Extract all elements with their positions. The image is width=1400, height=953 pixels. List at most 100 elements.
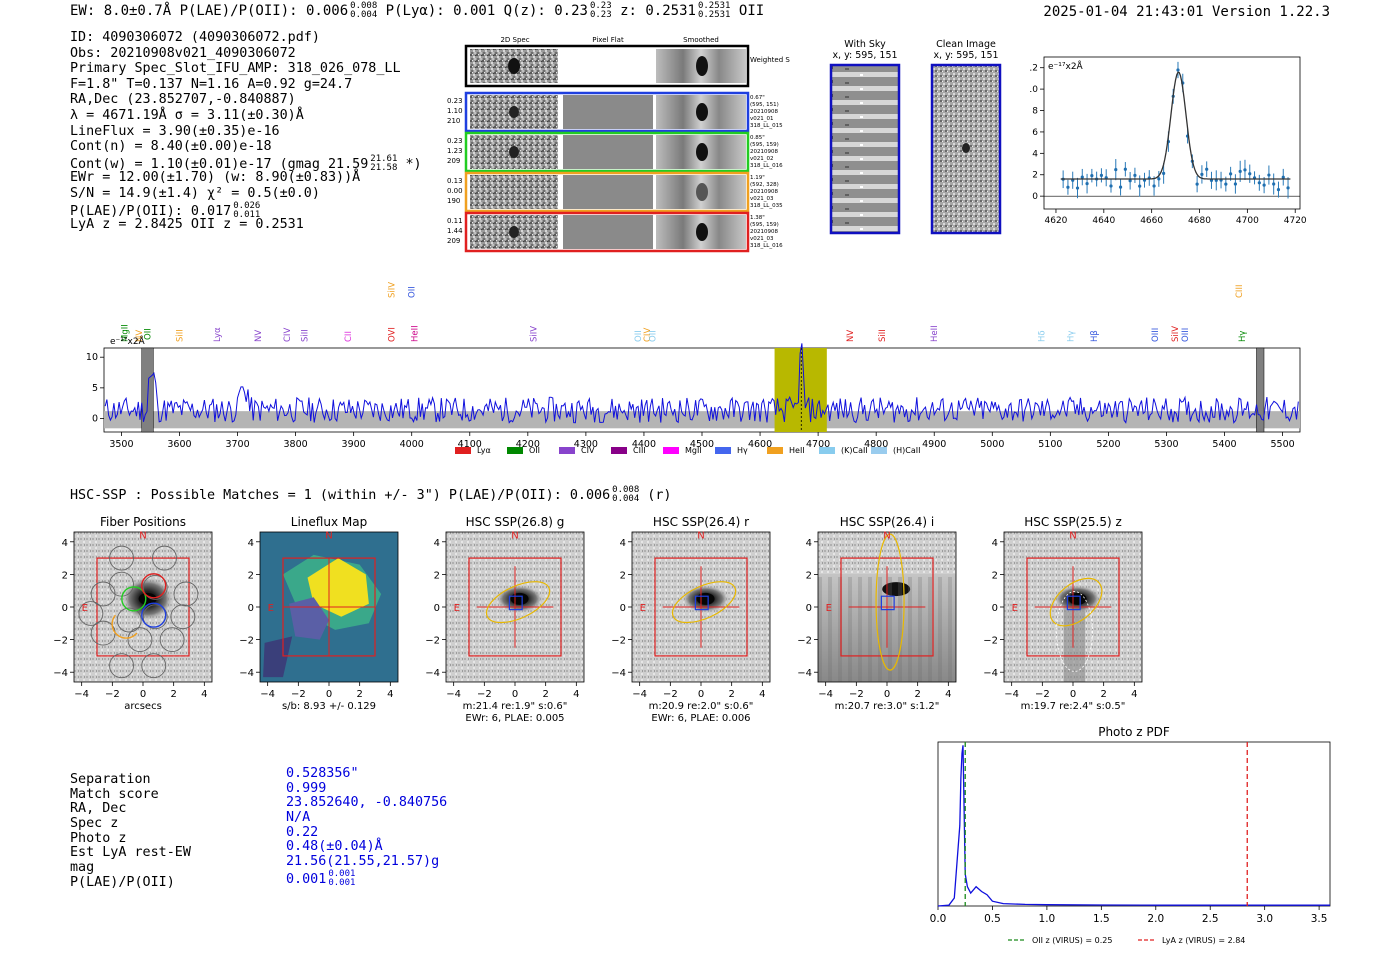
spectral-line-name: NV bbox=[254, 330, 264, 342]
spectral-line-name: OII bbox=[144, 328, 154, 340]
spectral-line-label: OIII bbox=[1181, 328, 1191, 342]
image-streak bbox=[908, 577, 912, 682]
spectrum-x-tick-label: 5300 bbox=[1154, 439, 1178, 450]
plae-lo: 0.011 bbox=[233, 209, 261, 220]
zoom-gaussian-fit bbox=[1060, 71, 1291, 180]
hsc-y-tick-label: 4 bbox=[806, 538, 812, 549]
plae-lo: 0.004 bbox=[350, 10, 378, 20]
image-streak bbox=[878, 577, 882, 682]
zoom-data-point bbox=[1262, 183, 1266, 187]
legend-label: Lyα bbox=[477, 446, 491, 455]
hsc-plae-hi: 0.008 bbox=[612, 485, 640, 495]
hsc-x-tick-label: 0 bbox=[512, 689, 518, 700]
legend-swatch bbox=[767, 447, 783, 454]
hsc-x-tick-label: 2 bbox=[1100, 689, 1106, 700]
image-streak bbox=[928, 577, 932, 682]
param-line: LyA z = 2.8425 OII z = 0.2531 bbox=[70, 217, 304, 233]
cutout-row-info: v021_01 bbox=[750, 116, 774, 122]
north-label: N bbox=[325, 531, 332, 542]
spectral-line-label: HeII bbox=[411, 325, 421, 342]
source-spot bbox=[509, 146, 519, 158]
hsc-y-tick-label: −2 bbox=[425, 636, 440, 647]
contw-end: *) bbox=[397, 156, 422, 172]
zoom-x-tick-label: 4620 bbox=[1045, 216, 1068, 226]
spectrum-x-tick-label: 4700 bbox=[806, 439, 830, 450]
hsc-x-tick-label: −2 bbox=[663, 689, 678, 700]
spectral-line-label: CII bbox=[344, 331, 354, 342]
spectrum-x-tick-label: 3900 bbox=[342, 439, 366, 450]
fit-ellipse-secondary bbox=[1056, 591, 1093, 672]
match-label: mag bbox=[70, 860, 95, 876]
hsc-plae-lo: 0.004 bbox=[612, 494, 640, 504]
hsc-y-tick-label: 2 bbox=[806, 570, 812, 581]
hsc-x-tick-label: 4 bbox=[387, 689, 393, 700]
col-title-smoothed: Smoothed bbox=[683, 36, 719, 44]
cutout-row-info: 20210908 bbox=[750, 149, 778, 155]
spectral-line-name: MgII bbox=[120, 324, 130, 342]
hsc-panel-groups: Fiber Positions N E −4 −4 −2 −2 0 0 2 2 4 4 arcsecs Li… bbox=[53, 515, 1143, 724]
image-streak bbox=[938, 577, 942, 682]
zoom-data-point bbox=[1238, 169, 1242, 173]
summary-text: EW: 8.0±0.7Å P(LAE)/P(OII): 0.006 bbox=[70, 3, 349, 19]
cutout-row-info: 318_LL_016 bbox=[750, 163, 783, 169]
cutout-row-stat: 1.10 bbox=[447, 107, 463, 115]
spectral-line-label: OII bbox=[144, 328, 154, 340]
zoom-data-point bbox=[1248, 172, 1252, 176]
zoom-data-point bbox=[1243, 168, 1247, 172]
fiber-circle bbox=[141, 653, 167, 679]
spectral-line-name: Lyα bbox=[213, 327, 223, 342]
legend-label: MgII bbox=[685, 446, 702, 455]
param-line: LineFlux = 3.90(±0.35)e-16 bbox=[70, 123, 280, 139]
zoom-data-point bbox=[1066, 185, 1070, 189]
fit-ellipse bbox=[1049, 577, 1103, 627]
zoom-data-point bbox=[1109, 184, 1113, 188]
fiber-circle-green bbox=[121, 586, 147, 612]
fiber-circle bbox=[127, 627, 153, 653]
galaxy-core bbox=[138, 592, 157, 605]
spectrum-x-tick-label: 4200 bbox=[516, 439, 540, 450]
zoom-data-point bbox=[1114, 168, 1118, 172]
match-label: Spec z bbox=[70, 816, 119, 832]
legend-label: (H)CaII bbox=[893, 446, 920, 455]
fiber-circle bbox=[109, 545, 134, 571]
cutout-row-stat: 1.23 bbox=[447, 147, 463, 155]
hsc-panel: HSC SSP(26.8) g N E −4 −4 −2 −2 0 0 2 2 4 4 m:21.4 re… bbox=[425, 515, 585, 724]
legend-label: CIII bbox=[633, 446, 646, 455]
hsc-y-tick-label: 4 bbox=[62, 538, 68, 549]
match-labels: Separation Match score RA, Dec Spec z Ph… bbox=[70, 772, 191, 891]
spectral-line-name: OII bbox=[634, 330, 644, 342]
spectral-line-name: Hγ bbox=[1238, 331, 1248, 342]
hsc-x-tick-label: 4 bbox=[759, 689, 765, 700]
spectral-line-label: OIII bbox=[1151, 328, 1161, 342]
hsc-y-tick-label: 0 bbox=[806, 603, 812, 614]
photz-axes: 0.0 0.5 1.0 1.5 2.0 2.5 3.0 3.5 bbox=[930, 906, 1327, 925]
spectral-line-label: HeII bbox=[930, 325, 940, 342]
plae-hi: 0.008 bbox=[350, 1, 378, 11]
hsc-y-tick-label: −4 bbox=[983, 668, 998, 679]
image-streak bbox=[868, 577, 872, 682]
hsc-x-tick-label: 0 bbox=[140, 689, 146, 700]
hsc-caption-2: EWr: 6, PLAE: 0.005 bbox=[465, 713, 564, 724]
spectrum-unit-label: e⁻¹⁷x2Å bbox=[110, 335, 146, 347]
lineflux-mask bbox=[289, 597, 329, 640]
hsc-x-tick-label: −2 bbox=[291, 689, 306, 700]
cutout-row-info: (592, 328) bbox=[750, 182, 779, 188]
zoom-data-point bbox=[1267, 173, 1271, 177]
hsc-y-tick-label: 2 bbox=[62, 570, 68, 581]
image-streak bbox=[1063, 598, 1086, 682]
hsc-y-tick-label: −4 bbox=[425, 668, 440, 679]
spectral-line-label: Hδ bbox=[1038, 330, 1048, 342]
match-value: 0.22 bbox=[286, 824, 319, 840]
match-values: 0.528356" 0.999 23.852640, -0.840756 N/A… bbox=[286, 766, 447, 887]
zoom-data-point bbox=[1085, 182, 1089, 186]
match-value: 21.56(21.55,21.57)g bbox=[286, 854, 440, 870]
spectrum-flux-line bbox=[104, 343, 1299, 424]
cutout-row-info: 0.67" bbox=[750, 95, 765, 101]
photz-x-tick-label: 2.0 bbox=[1147, 913, 1164, 925]
spectral-line-label: NV bbox=[254, 330, 264, 342]
hsc-imaging-panels: Fiber Positions N E −4 −4 −2 −2 0 0 2 2 4 4 arcsecs Li… bbox=[53, 515, 1143, 724]
hsc-x-tick-label: 2 bbox=[356, 689, 362, 700]
zoom-data-point bbox=[1123, 167, 1127, 171]
col-title-pixel-flat: Pixel Flat bbox=[592, 36, 624, 44]
cutout-row-info: 20210908 bbox=[750, 229, 778, 235]
